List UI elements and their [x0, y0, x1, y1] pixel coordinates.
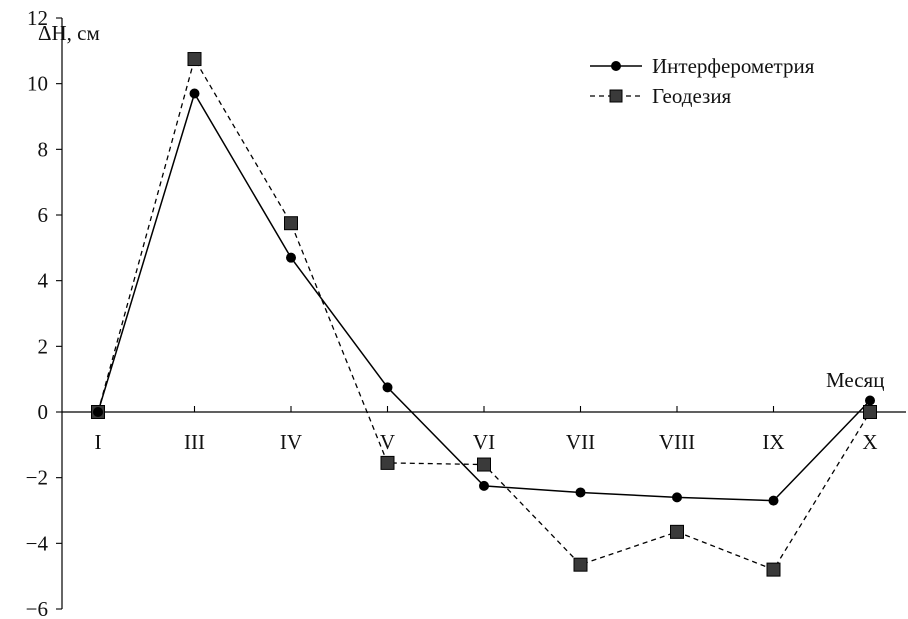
y-tick-label: 10 [27, 72, 48, 96]
x-tick-label: VII [566, 430, 595, 454]
series-lines [97, 57, 871, 571]
data-point-circle [479, 480, 489, 491]
x-tick-label: IV [280, 430, 302, 454]
data-point-square [670, 524, 684, 539]
y-tick-label: 8 [38, 137, 49, 161]
legend-marker-circle [611, 61, 621, 71]
data-point-square [477, 457, 491, 472]
x-tick-label: V [380, 430, 395, 454]
y-axis-ticks: −6 −4 −2 0 2 4 6 8 10 12 [26, 6, 62, 619]
data-point-square [766, 562, 781, 577]
x-axis-categories: I III IV V VI VII VIII IX X [95, 406, 878, 454]
y-tick-label: 4 [38, 269, 49, 293]
series-line [97, 57, 871, 571]
data-point-square [187, 52, 202, 67]
legend: Интерферометрия Геодезия [590, 54, 815, 108]
data-point-circle [865, 395, 875, 406]
x-axis-label: Месяц [826, 368, 884, 392]
x-tick-label: VI [473, 430, 495, 454]
y-tick-label: 6 [38, 203, 49, 227]
data-point-square [863, 405, 877, 419]
data-point-square [573, 557, 588, 572]
data-point-circle [768, 495, 779, 506]
data-point-square [284, 216, 298, 231]
data-point-circle [382, 382, 393, 393]
y-tick-label: −6 [26, 597, 48, 619]
y-tick-label: 12 [27, 6, 48, 30]
data-point-circle [575, 487, 586, 498]
axes [61, 18, 906, 609]
y-tick-label: 0 [38, 400, 49, 424]
data-point-circle [672, 492, 682, 503]
data-point-circle [286, 252, 296, 263]
x-tick-label: III [184, 430, 205, 454]
data-point-square [380, 455, 395, 470]
x-tick-label: X [862, 430, 877, 454]
legend-label: Интерферометрия [652, 54, 815, 78]
data-point-circle [93, 407, 103, 417]
legend-marker-square [609, 89, 623, 103]
x-tick-label: VIII [659, 430, 695, 454]
x-tick-label: I [95, 430, 102, 454]
x-tick-label: IX [762, 430, 784, 454]
y-tick-label: −4 [26, 531, 49, 555]
y-tick-label: 2 [38, 334, 49, 358]
y-axis-label: ΔH, см [38, 21, 100, 45]
legend-label: Геодезия [652, 84, 732, 108]
data-point-circle [189, 88, 200, 99]
y-tick-label: −2 [26, 466, 48, 490]
series-markers [91, 52, 877, 577]
